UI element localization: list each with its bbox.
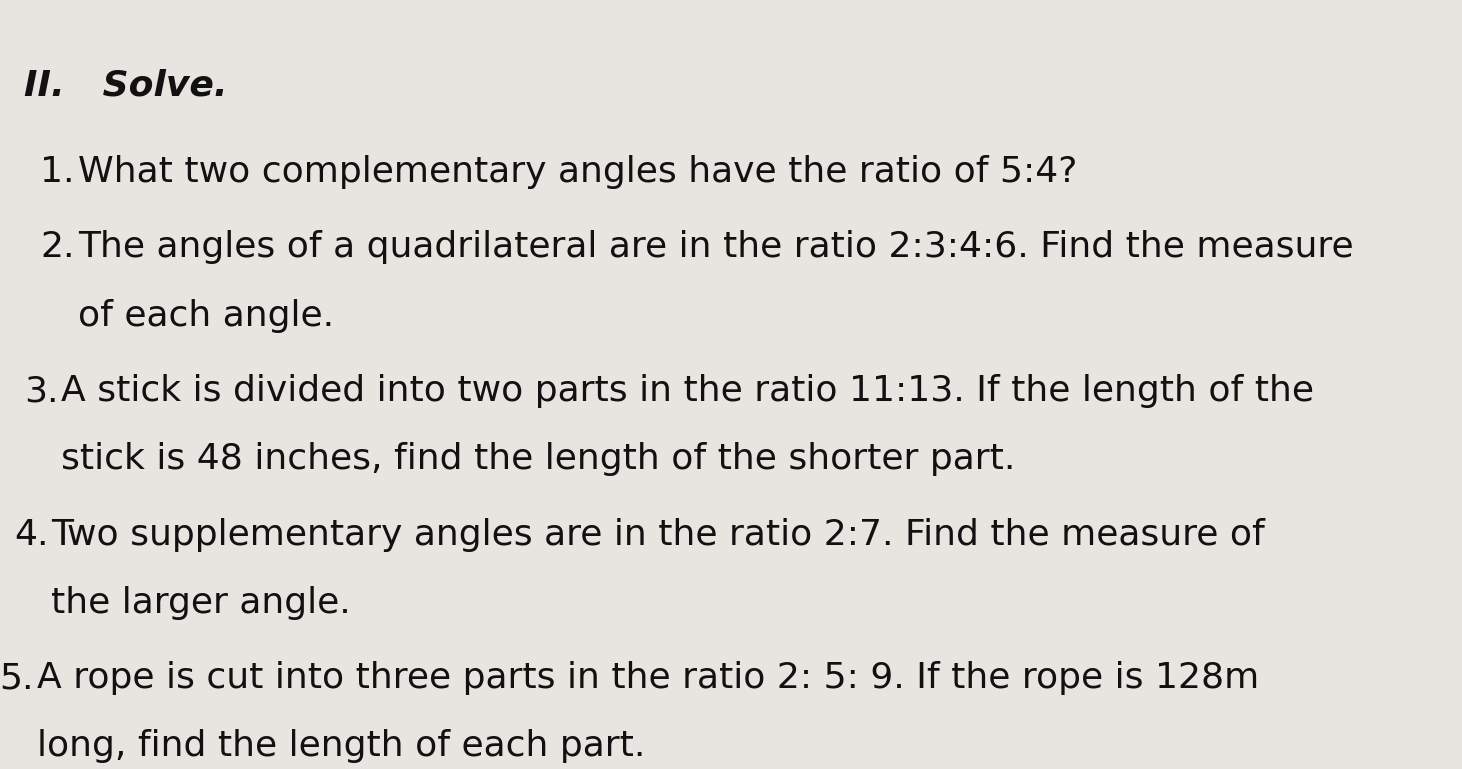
Text: of each angle.: of each angle.: [77, 298, 333, 332]
Text: 4.: 4.: [15, 518, 48, 551]
Text: A stick is divided into two parts in the ratio 11:13. If the length of the: A stick is divided into two parts in the…: [61, 374, 1314, 408]
Text: 1.: 1.: [41, 155, 75, 189]
Text: Two supplementary angles are in the ratio 2:7. Find the measure of: Two supplementary angles are in the rati…: [51, 518, 1265, 551]
Text: 3.: 3.: [23, 374, 58, 408]
Text: A rope is cut into three parts in the ratio 2: 5: 9. If the rope is 128m: A rope is cut into three parts in the ra…: [37, 661, 1259, 695]
Text: 2.: 2.: [41, 231, 75, 265]
Text: the larger angle.: the larger angle.: [51, 586, 351, 620]
Text: 5.: 5.: [0, 661, 34, 695]
Text: II.   Solve.: II. Solve.: [23, 68, 228, 102]
Text: long, find the length of each part.: long, find the length of each part.: [37, 729, 645, 764]
Text: What two complementary angles have the ratio of 5:4?: What two complementary angles have the r…: [77, 155, 1077, 189]
Text: stick is 48 inches, find the length of the shorter part.: stick is 48 inches, find the length of t…: [61, 442, 1016, 476]
Text: The angles of a quadrilateral are in the ratio 2:3:4:6. Find the measure: The angles of a quadrilateral are in the…: [77, 231, 1354, 265]
